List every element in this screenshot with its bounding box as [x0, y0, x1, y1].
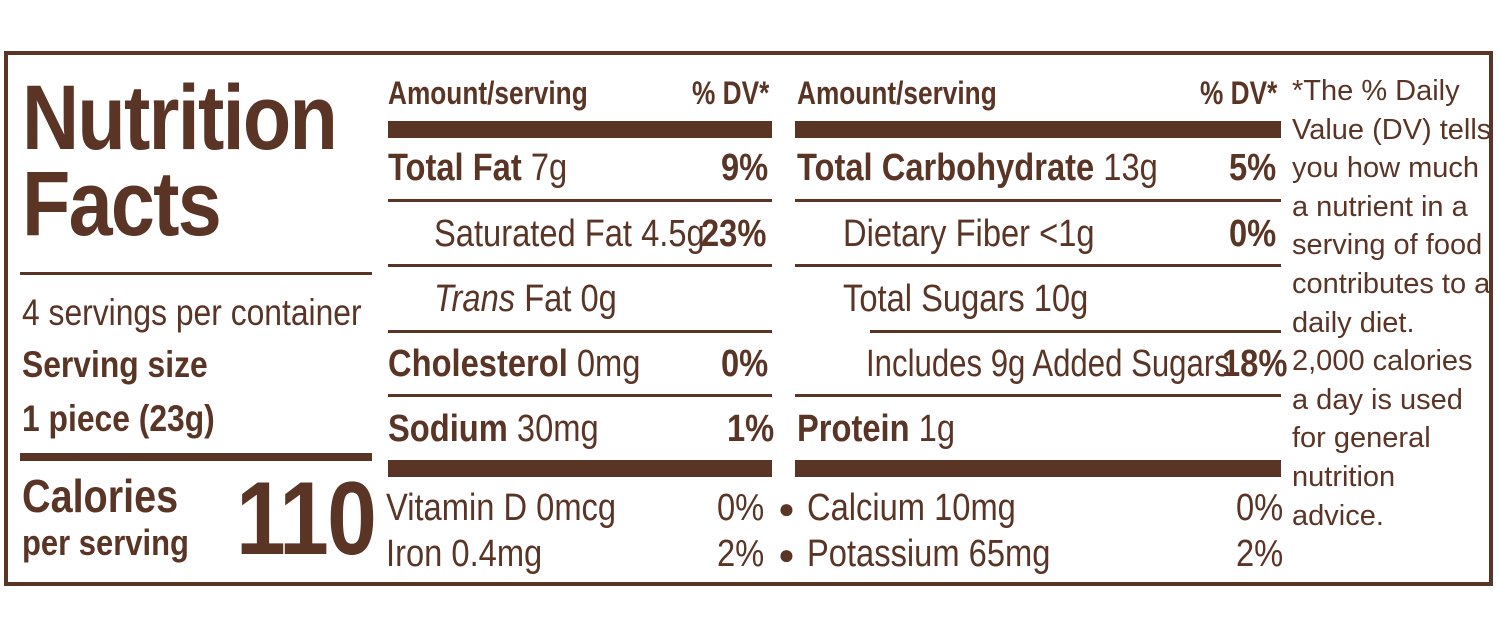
dv-saturated-fat: 23%	[701, 213, 767, 255]
bullet-icon: ●	[778, 539, 795, 570]
potassium: Potassium 65mg	[807, 533, 1051, 575]
nutrition-facts-label: Nutrition Facts 4 servings per container…	[4, 51, 1493, 586]
nutrient-row-total-carbohydrate: Total Carbohydrate 13g	[797, 147, 1158, 189]
vitamin-d: Vitamin D 0mcg	[386, 487, 617, 529]
nutrient-row-added-sugars: Includes 9g Added Sugars	[866, 343, 1230, 385]
bullet-icon: ●	[778, 493, 795, 524]
divider	[388, 264, 772, 267]
right-header-dv: % DV*	[1200, 75, 1278, 111]
thick-divider	[795, 121, 1281, 138]
iron: Iron 0.4mg	[386, 533, 543, 575]
daily-value-footnote: *The % Daily Value (DV) tells you how mu…	[1292, 75, 1492, 532]
nutrient-row-sodium: Sodium 30mg	[388, 408, 599, 450]
vitamin-d-dv: 0%	[717, 487, 765, 529]
divider	[795, 199, 1281, 202]
serving-size-value: 1 piece (23g)	[22, 398, 215, 439]
right-header-amount: Amount/serving	[797, 75, 997, 111]
divider	[795, 264, 1281, 267]
title-line-2: Facts	[22, 153, 222, 255]
left-header-amount: Amount/serving	[388, 75, 588, 111]
dv-dietary-fiber: 0%	[1229, 213, 1277, 255]
thick-divider	[20, 453, 372, 461]
calories-label: Calories	[22, 470, 179, 522]
divider	[870, 330, 1281, 333]
nutrient-row-trans-fat: Trans Fat 0g	[434, 278, 617, 320]
dv-added-sugars: 18%	[1222, 343, 1288, 385]
calcium-dv: 0%	[1236, 487, 1284, 529]
nutrient-row-dietary-fiber: Dietary Fiber <1g	[843, 213, 1095, 255]
nutrient-row-total-sugars: Total Sugars 10g	[843, 278, 1089, 320]
calcium: Calcium 10mg	[807, 487, 1016, 529]
calories-value: 110	[236, 461, 377, 577]
divider	[388, 199, 772, 202]
nutrient-row-saturated-fat: Saturated Fat 4.5g	[434, 213, 705, 255]
calories-sublabel: per serving	[22, 522, 189, 563]
dv-cholesterol: 0%	[721, 343, 769, 385]
divider	[388, 394, 772, 397]
divider	[795, 394, 1281, 397]
dv-sodium: 1%	[727, 408, 775, 450]
thick-divider	[795, 460, 1281, 477]
divider	[388, 330, 772, 333]
nutrient-row-protein: Protein 1g	[797, 408, 956, 450]
nutrient-row-total-fat: Total Fat 7g	[388, 147, 568, 189]
serving-size-label: Serving size	[22, 344, 208, 385]
label-title: Nutrition Facts	[22, 67, 387, 255]
dv-total-fat: 9%	[721, 147, 769, 189]
potassium-dv: 2%	[1236, 533, 1284, 575]
thick-divider	[388, 460, 772, 477]
nutrient-row-cholesterol: Cholesterol 0mg	[388, 343, 641, 385]
iron-dv: 2%	[717, 533, 765, 575]
divider	[20, 272, 372, 275]
servings-per-container: 4 servings per container	[22, 292, 362, 333]
title-line-1: Nutrition	[22, 67, 338, 169]
thick-divider	[388, 121, 772, 138]
left-header-dv: % DV*	[692, 75, 770, 111]
dv-total-carbohydrate: 5%	[1229, 147, 1277, 189]
